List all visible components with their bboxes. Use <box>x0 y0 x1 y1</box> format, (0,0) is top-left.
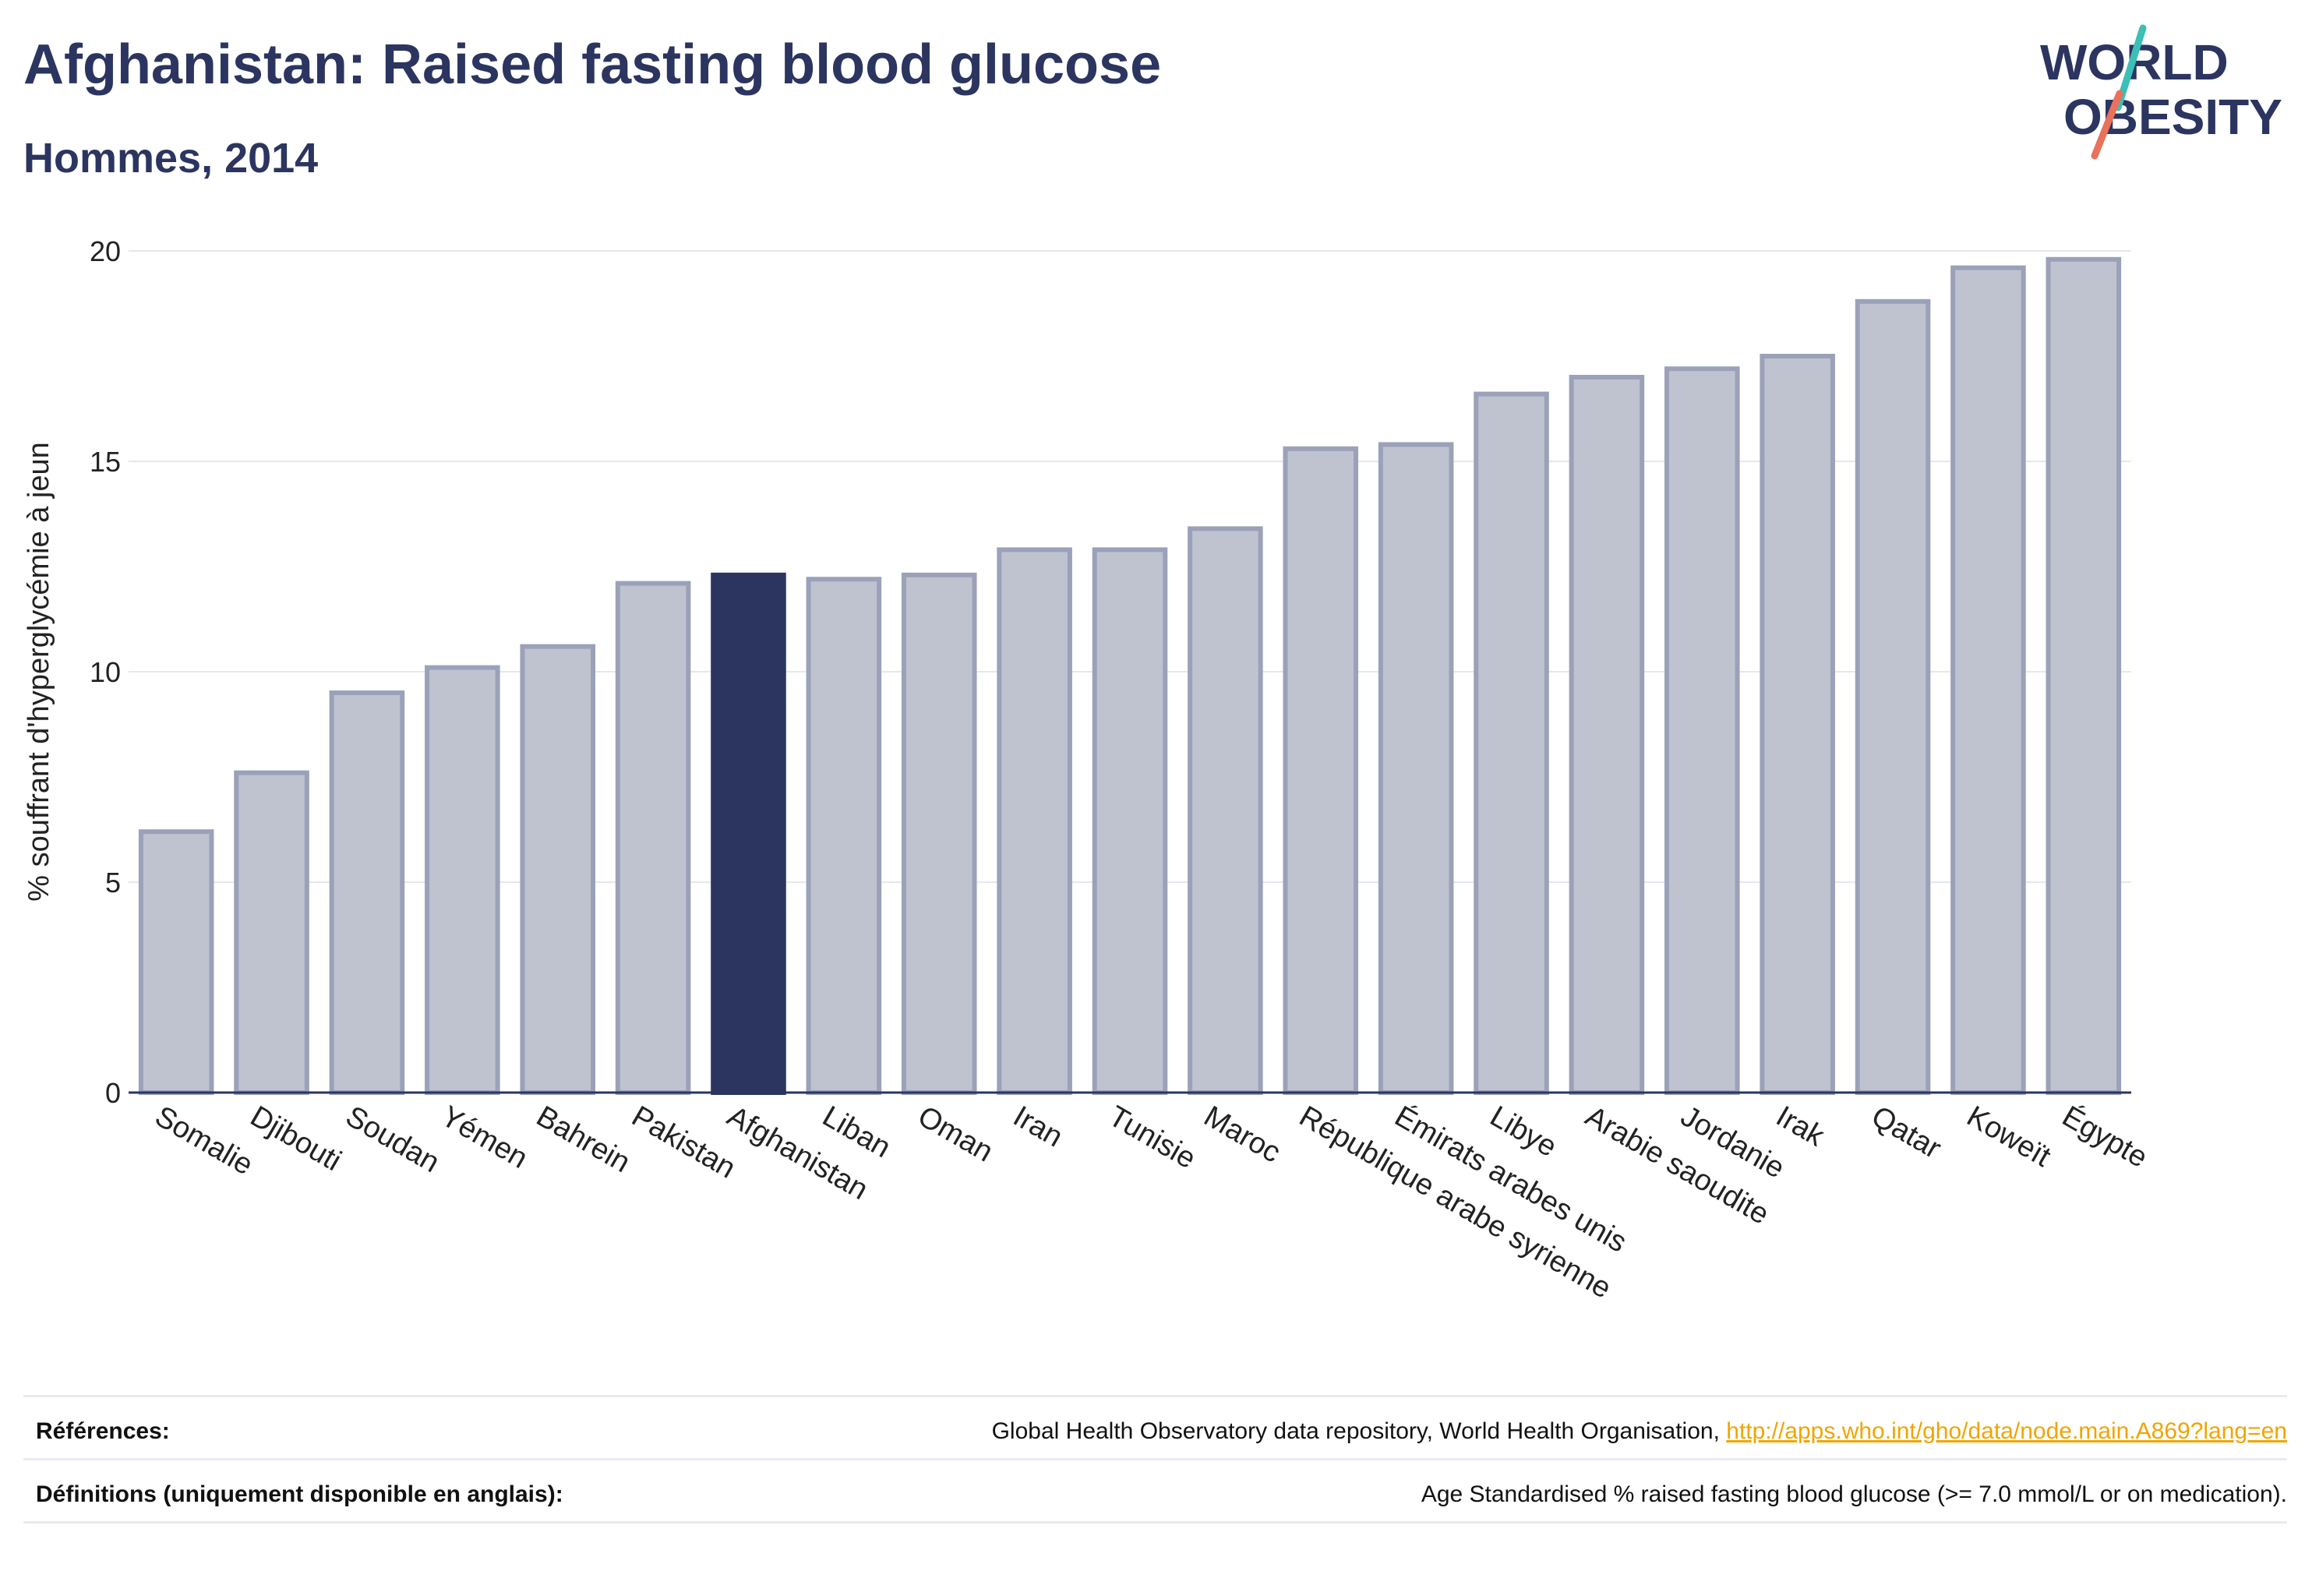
x-tick-label: Égypte <box>2056 1100 2153 1174</box>
references-value: Global Health Observatory data repositor… <box>992 1411 2287 1447</box>
x-tick-label: Irak <box>1770 1100 1830 1153</box>
y-tick-label: 20 <box>90 235 121 267</box>
x-tick-label: Iran <box>1008 1100 1068 1153</box>
x-tick-label: Djibouti <box>245 1100 347 1178</box>
bar <box>1378 442 1454 1095</box>
world-obesity-logo: WORLD OBESITY <box>2040 24 2282 160</box>
bar <box>425 665 500 1095</box>
bar <box>1474 391 1549 1096</box>
references-text: Global Health Observatory data repositor… <box>991 1418 1727 1444</box>
bar <box>1283 446 1359 1095</box>
x-tick-label: Maroc <box>1198 1100 1286 1169</box>
bar <box>901 572 977 1095</box>
bar <box>1855 298 1931 1095</box>
x-axis-labels: SomalieDjiboutiSoudanYémenBahreinPakista… <box>150 1100 2154 1305</box>
y-tick-label: 0 <box>105 1077 121 1109</box>
x-tick-label: Bahrein <box>531 1100 635 1179</box>
chart-title: Afghanistan: Raised fasting blood glucos… <box>23 34 1162 96</box>
x-tick-label: Koweït <box>1961 1100 2056 1174</box>
logo-slash-coral <box>2091 90 2123 160</box>
x-tick-label: Yémen <box>436 1100 533 1175</box>
x-tick-label: Tunisie <box>1103 1100 1202 1175</box>
definitions-label: Définitions (uniquement disponible en an… <box>36 1481 563 1507</box>
references-link[interactable]: http://apps.who.int/gho/data/node.main.A… <box>1726 1418 2287 1444</box>
bar-highlighted <box>711 572 786 1095</box>
bar <box>615 581 691 1095</box>
chart-subtitle: Hommes, 2014 <box>23 135 319 182</box>
x-tick-label: Pakistan <box>627 1100 741 1185</box>
bar <box>520 644 595 1095</box>
definitions-value: Age Standardised % raised fasting blood … <box>1421 1481 2287 1507</box>
bar <box>806 577 882 1095</box>
bar <box>138 829 214 1095</box>
y-axis-ticks: 0 5 10 15 20 <box>90 235 121 1109</box>
bar <box>1760 354 1835 1095</box>
bar-chart: 0 5 10 15 20 SomalieDjiboutiSoudanYémenBahre… <box>23 235 2154 1305</box>
x-tick-label: Qatar <box>1866 1100 1947 1165</box>
y-axis-label: % souffrant d'hyperglycémie à jeun <box>23 442 55 902</box>
bar <box>1092 547 1168 1095</box>
bar <box>997 547 1072 1095</box>
footer: Références: Global Health Observatory da… <box>23 1395 2287 1524</box>
bar <box>2046 256 2122 1095</box>
bar <box>1569 375 1645 1095</box>
y-tick-label: 10 <box>90 656 121 688</box>
references-row: Références: Global Health Observatory da… <box>23 1395 2287 1458</box>
y-tick-label: 5 <box>105 867 121 899</box>
bar <box>1950 265 2026 1096</box>
bar <box>329 690 405 1095</box>
x-tick-label: Somalie <box>150 1100 259 1181</box>
bar <box>1664 366 1740 1095</box>
x-tick-label: Soudan <box>340 1100 444 1179</box>
x-tick-label: Oman <box>912 1100 999 1168</box>
definitions-row: Définitions (uniquement disponible en an… <box>23 1458 2287 1524</box>
bar <box>234 770 309 1095</box>
bars <box>138 256 2122 1096</box>
y-tick-label: 15 <box>90 446 121 478</box>
bar <box>1188 526 1263 1095</box>
references-label: Références: <box>36 1418 170 1444</box>
